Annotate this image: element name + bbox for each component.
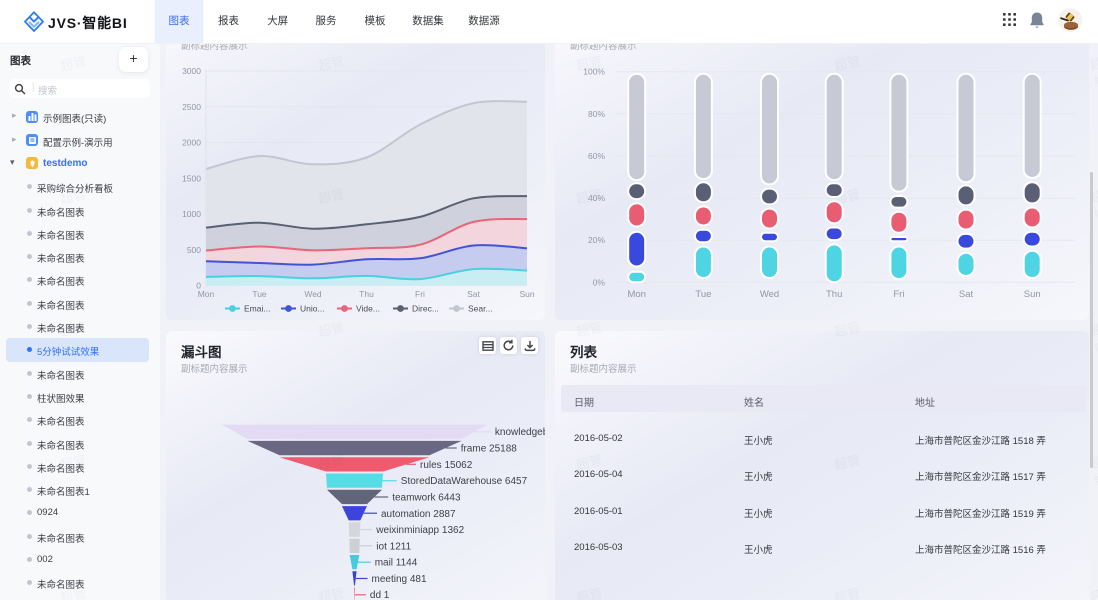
svg-text:Emai...: Emai... [244,304,270,314]
svg-text:Wed: Wed [760,289,779,300]
svg-text:1000: 1000 [182,209,201,219]
svg-text:meeting 481: meeting 481 [372,574,427,585]
svg-text:rules 15062: rules 15062 [420,460,473,471]
svg-text:Sat: Sat [959,289,974,300]
svg-text:3000: 3000 [182,66,201,76]
svg-text:100%: 100% [583,67,605,77]
svg-text:Mon: Mon [198,289,215,299]
svg-text:Sun: Sun [519,289,534,299]
svg-text:mail 1144: mail 1144 [375,558,418,569]
svg-text:0: 0 [196,281,201,291]
svg-text:500: 500 [187,245,201,255]
svg-text:Mon: Mon [627,289,645,300]
svg-text:Thu: Thu [359,289,374,299]
svg-text:Sear...: Sear... [468,304,493,314]
svg-text:40%: 40% [588,193,605,203]
svg-text:Sat: Sat [467,289,480,299]
svg-text:Tue: Tue [695,289,711,300]
svg-text:20%: 20% [588,235,605,245]
svg-text:Vide...: Vide... [356,304,380,314]
svg-text:Fri: Fri [415,289,425,299]
svg-text:0%: 0% [593,277,606,287]
svg-text:weixinminiapp 1362: weixinminiapp 1362 [375,525,464,536]
svg-text:Thu: Thu [826,289,842,300]
svg-text:StoredDataWarehouse 6457: StoredDataWarehouse 6457 [401,476,528,487]
svg-text:Sun: Sun [1024,289,1041,300]
svg-text:1500: 1500 [182,173,201,183]
svg-text:Tue: Tue [252,289,267,299]
svg-text:Direc...: Direc... [412,304,439,314]
svg-text:2000: 2000 [182,138,201,148]
svg-text:knowledgebase 31363: knowledgebase 31363 [495,427,545,438]
svg-text:iot 1211: iot 1211 [376,541,411,552]
svg-text:Fri: Fri [893,289,904,300]
svg-text:automation 2887: automation 2887 [381,509,456,520]
svg-text:Unio...: Unio... [300,304,325,314]
svg-text:80%: 80% [588,109,605,119]
svg-text:teamwork 6443: teamwork 6443 [392,493,461,504]
svg-text:frame 25188: frame 25188 [461,444,518,455]
svg-text:dd 1: dd 1 [370,590,390,600]
svg-text:2500: 2500 [182,102,201,112]
svg-text:60%: 60% [588,151,605,161]
svg-text:Wed: Wed [304,289,322,299]
